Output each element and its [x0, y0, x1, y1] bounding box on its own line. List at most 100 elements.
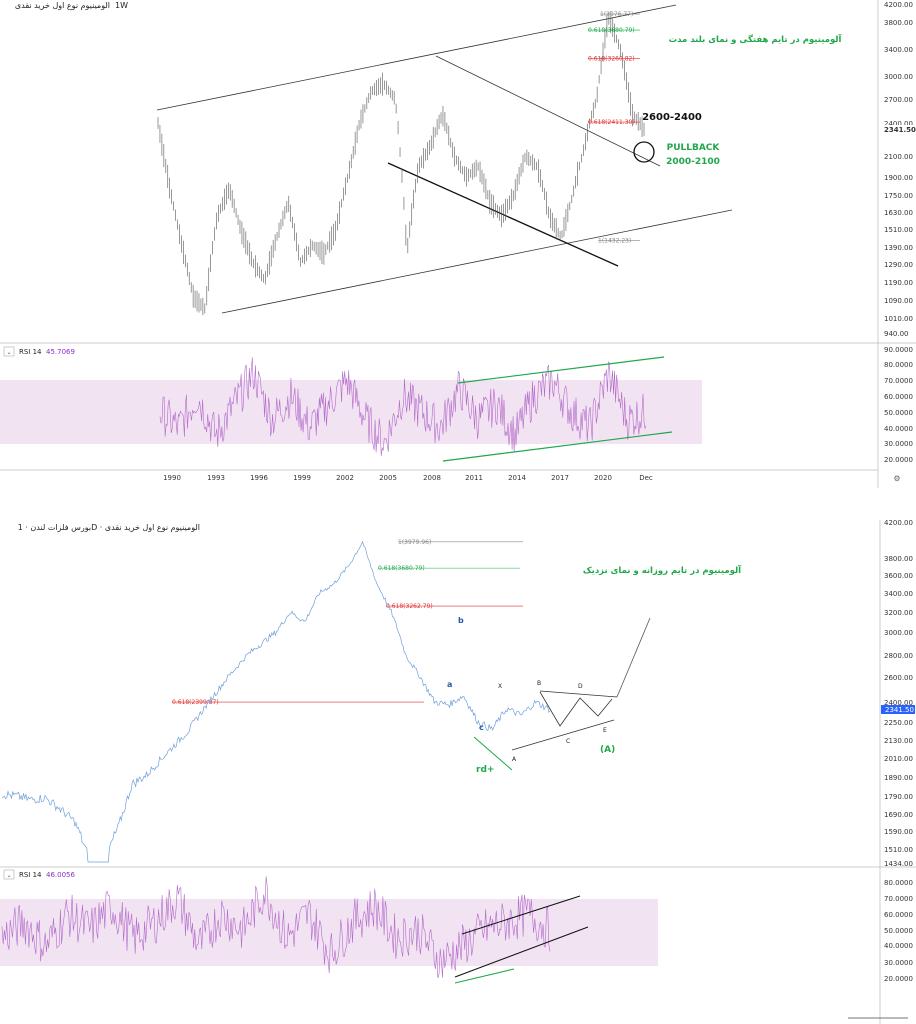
- top-price-tick: 2700.00: [884, 96, 913, 104]
- year-tick: 2005: [379, 474, 397, 482]
- bottom-fib-levels: 1(3979.96) 0.618(3680.79) 0.618(3262.79) 0.…: [172, 539, 523, 706]
- bottom-price-axis: 4200.00 3800.00 3600.00 3400.00 3200.00 3000.…: [884, 519, 913, 854]
- bottom-price-tick: 2400.00: [884, 699, 913, 707]
- bottom-rsi-value: 46.0056: [46, 871, 75, 879]
- bottom-price-tick: 3200.00: [884, 609, 913, 617]
- rsi-collapse-button[interactable]: [3, 346, 15, 357]
- pullback-range: 2000-2100: [666, 157, 720, 167]
- triangle-upper: [539, 690, 618, 698]
- bottom-rsi-tick: 80.0000: [884, 879, 913, 887]
- chevron-down-icon: ⌄: [6, 349, 11, 356]
- bottom-fib-label: 0.618(2399.87): [172, 699, 219, 706]
- chevron-down-icon: ⌄: [6, 872, 11, 879]
- top-price-tick: 3400.00: [884, 46, 913, 54]
- top-price-tick: 1510.00: [884, 226, 913, 234]
- bottom-rsi-label: RSI 14: [19, 871, 42, 879]
- top-price-tick: 1390.00: [884, 244, 913, 252]
- top-rsi-tick: 90.0000: [884, 346, 913, 354]
- trend-line-upper: [435, 55, 661, 167]
- top-price-tick: 1290.00: [884, 261, 913, 269]
- top-rsi-tick: 60.0000: [884, 393, 913, 401]
- bottom-price-tick: 3600.00: [884, 572, 913, 580]
- top-fib-label: 1(1432.23): [598, 238, 631, 245]
- bottom-price-tick: 1890.00: [884, 774, 913, 782]
- bottom-rsi-tick: 50.0000: [884, 927, 913, 935]
- bottom-price-tick: 2130.00: [884, 737, 913, 745]
- year-tick: 2011: [465, 474, 483, 482]
- top-price-tick: 1630.00: [884, 209, 913, 217]
- bottom-price-tick: 1690.00: [884, 811, 913, 819]
- top-price-tick: 2400.00: [884, 120, 913, 128]
- wave-E: E: [603, 727, 607, 734]
- year-tick: Dec: [639, 474, 653, 482]
- wave-x: X: [498, 683, 502, 690]
- top-price-tick: 1190.00: [884, 279, 913, 287]
- bottom-rsi-tick: 70.0000: [884, 895, 913, 903]
- year-tick: 2017: [551, 474, 569, 482]
- top-price-tick: 940.00: [884, 330, 909, 338]
- top-price-tick: 3000.00: [884, 73, 913, 81]
- target-label: 2600-2400: [642, 112, 702, 123]
- top-rsi-band: [0, 380, 702, 444]
- bottom-rsi-tick: 60.0000: [884, 911, 913, 919]
- triangle-lower: [511, 719, 615, 751]
- top-year-axis: 1990 1993 1996 1999 2002 2005 2008 2011 2014 2017…: [163, 474, 653, 482]
- top-header: الومینیوم نوع اول خرید نقدی: [15, 1, 110, 10]
- wave-c: c: [479, 723, 484, 732]
- top-price-tick: 3800.00: [884, 19, 913, 27]
- top-fib-label: 0.618(2411.30): [588, 119, 635, 126]
- wave-a: a: [447, 680, 452, 689]
- year-tick: 2002: [336, 474, 354, 482]
- bottom-price-tick: 2250.00: [884, 719, 913, 727]
- top-price-tick: 4200.00: [884, 1, 913, 9]
- bottom-price-tick: 2010.00: [884, 755, 913, 763]
- bottom-price-tick: 2800.00: [884, 652, 913, 660]
- top-fib-label: 1(3976.77): [600, 11, 633, 18]
- year-tick: 2014: [508, 474, 526, 482]
- wave-zigzag: [539, 691, 613, 727]
- wave-big-A: (A): [600, 745, 615, 755]
- top-panel: 1W الومینیوم نوع اول خرید نقدی 1(3976.77…: [0, 0, 916, 488]
- settings-gear-icon[interactable]: ⚙: [893, 474, 900, 483]
- rsi-channel-upper: [461, 895, 581, 935]
- year-tick: 1996: [250, 474, 268, 482]
- bottom-fib-label: 0.618(3680.79): [378, 565, 425, 572]
- channel-upper-line: [156, 4, 677, 111]
- bottom-panel: بورس فلزات لندن · 1D · الومینیوم نوع اول…: [0, 519, 916, 1024]
- top-price-series: [157, 10, 645, 316]
- bottom-rsi-tick: 30.0000: [884, 959, 913, 967]
- bottom-current-price-tag: [881, 705, 915, 714]
- bottom-current-price: 2341.50: [885, 706, 914, 714]
- bottom-fib-label: 0.618(3262.79): [386, 603, 433, 610]
- top-rsi-label: RSI 14: [19, 348, 42, 356]
- year-tick: 1999: [293, 474, 311, 482]
- bottom-low-label: 1434.00: [884, 860, 913, 868]
- top-price-tick: 1900.00: [884, 174, 913, 182]
- wave-C: C: [566, 738, 570, 745]
- bottom-price-tick: 3400.00: [884, 590, 913, 598]
- top-title-annotation: آلومینیوم در تایم هفتگی و نمای بلند مدت: [669, 33, 843, 45]
- bottom-price-tick: 1790.00: [884, 793, 913, 801]
- wave-D: D: [578, 683, 583, 690]
- channel-lower-line: [221, 209, 733, 314]
- trend-line-lower: [387, 162, 619, 267]
- top-rsi-series: [159, 357, 647, 456]
- rsi-lower-trend: [442, 431, 673, 462]
- year-tick: 1993: [207, 474, 225, 482]
- wave-b: b: [458, 616, 464, 625]
- top-rsi-tick: 40.0000: [884, 425, 913, 433]
- top-rsi-tick: 30.0000: [884, 440, 913, 448]
- top-rsi-tick: 20.0000: [884, 456, 913, 464]
- wave-B: B: [537, 680, 541, 687]
- bottom-price-tick: 2600.00: [884, 674, 913, 682]
- top-rsi-tick: 70.0000: [884, 377, 913, 385]
- rsi-channel-lower: [454, 926, 589, 978]
- rd-divergence-line: [473, 736, 513, 771]
- top-rsi-tick: 80.0000: [884, 361, 913, 369]
- top-rsi-value: 45.7069: [46, 348, 75, 356]
- bottom-price-tick: 3000.00: [884, 629, 913, 637]
- bottom-rsi-collapse-button[interactable]: [3, 869, 15, 880]
- top-current-price-tag: [879, 125, 915, 134]
- top-rsi-axis: 90.0000 80.0000 70.0000 60.0000 50.0000 40.00…: [884, 346, 913, 464]
